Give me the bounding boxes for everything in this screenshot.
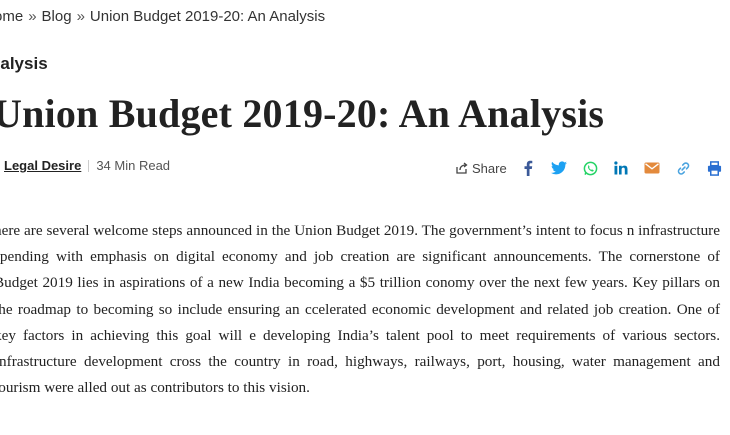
- share-icon: [456, 162, 468, 174]
- post-meta: Legal Desire 34 Min Read: [4, 158, 170, 173]
- category-link[interactable]: nalysis: [0, 54, 48, 73]
- breadcrumb-separator: »: [76, 8, 85, 25]
- whatsapp-share-button[interactable]: [575, 158, 606, 178]
- article-paragraph: here are several welcome steps announced…: [0, 222, 720, 397]
- facebook-icon: [524, 160, 533, 176]
- email-icon: [644, 162, 660, 174]
- linkedin-icon: [614, 161, 628, 175]
- read-time: 34 Min Read: [96, 158, 171, 173]
- breadcrumb: ome»Blog»Union Budget 2019-20: An Analys…: [0, 8, 325, 25]
- breadcrumb-home-link[interactable]: ome: [0, 8, 24, 25]
- share-bar: Share: [456, 158, 730, 178]
- whatsapp-icon: [583, 161, 598, 175]
- copy-link-button[interactable]: [668, 158, 699, 178]
- print-button[interactable]: [699, 158, 730, 178]
- page-title: Union Budget 2019-20: An Analysis: [0, 91, 605, 136]
- twitter-icon: [551, 161, 568, 175]
- meta-divider: [88, 159, 90, 172]
- twitter-share-button[interactable]: [544, 158, 575, 178]
- breadcrumb-current: Union Budget 2019-20: An Analysis: [89, 8, 326, 25]
- breadcrumb-separator: »: [28, 8, 37, 25]
- share-label: Share: [456, 161, 507, 176]
- email-share-button[interactable]: [637, 158, 668, 178]
- copy-link-icon: [677, 161, 689, 175]
- breadcrumb-blog-link[interactable]: Blog: [41, 8, 72, 25]
- author-link[interactable]: Legal Desire: [4, 158, 82, 173]
- share-label-text: Share: [472, 160, 507, 176]
- facebook-share-button[interactable]: [513, 158, 544, 178]
- linkedin-share-button[interactable]: [606, 158, 637, 178]
- print-icon: [707, 160, 721, 176]
